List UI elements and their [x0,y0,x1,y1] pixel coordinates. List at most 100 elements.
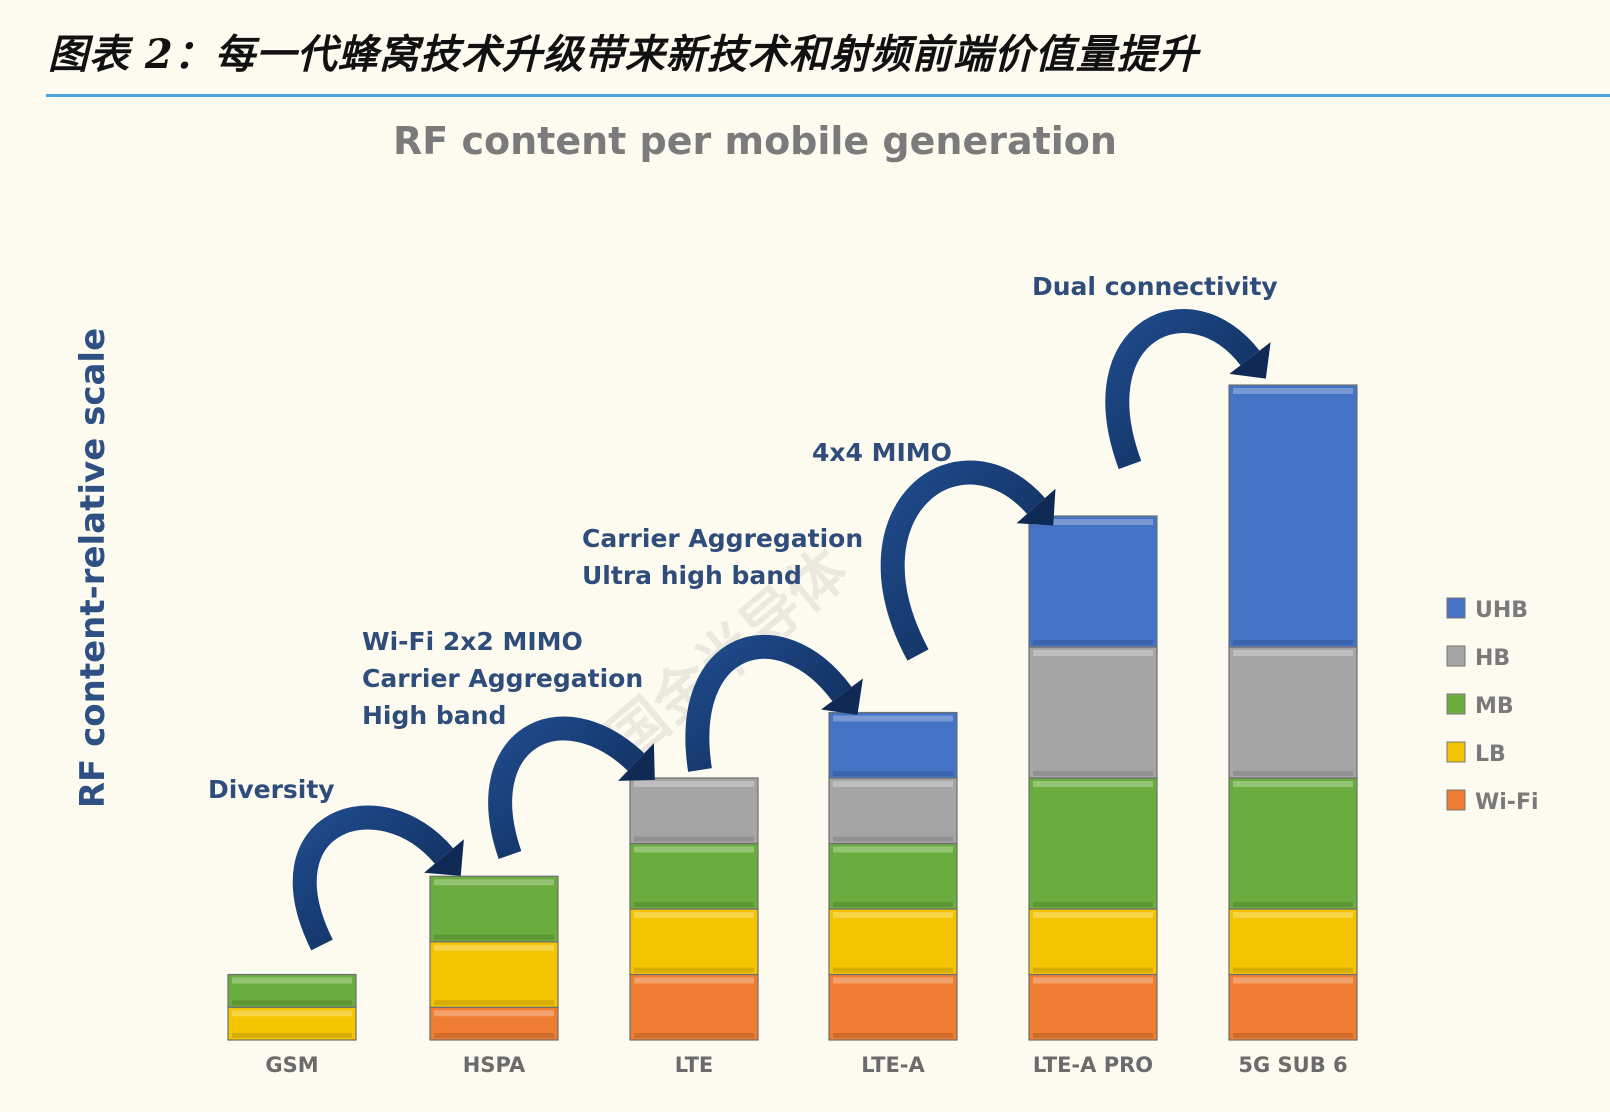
bar-lte-a-wi-fi [828,973,958,1041]
bar-lte-a-hb [828,777,958,845]
bar-highlight [1233,781,1353,787]
bar-highlight [634,846,754,853]
bar-shade [1233,1033,1353,1038]
bar-shade [232,1033,352,1038]
bar-lte-hb [629,777,759,845]
x-tick-label-5g-sub-6: 5G SUB 6 [1238,1053,1347,1077]
bar-highlight [1033,912,1153,918]
x-tick-label-gsm: GSM [265,1053,318,1077]
legend-swatch-wi-fi [1446,789,1466,811]
bar-lte-a-uhb [828,711,958,779]
annotation-2-line-3: High band [362,701,506,730]
legend-label-lb: LB [1475,742,1506,767]
x-tick-label-lte-a: LTE-A [861,1053,925,1077]
bar-highlight [1233,912,1353,918]
legend-label-mb: MB [1475,694,1514,719]
legend-swatch-hb [1446,645,1466,667]
generation-arrows [292,309,1271,951]
bar-highlight [434,879,554,886]
arrow-4-head [1016,488,1056,526]
legend-label-wi-fi: Wi-Fi [1475,790,1539,815]
bar-highlight [833,912,953,918]
bar-lte-a-pro-wi-fi [1028,973,1158,1041]
bar-shade [434,1033,554,1038]
bar-shade [1233,902,1353,907]
bar-highlight [1033,977,1153,984]
legend-swatch-uhb [1446,597,1466,619]
chart-title: RF content per mobile generation [393,119,1117,163]
x-tick-label-hspa: HSPA [463,1053,526,1077]
stacked-bars [227,384,1358,1041]
bar-shade [1033,771,1153,776]
annotation-1-line-1: Diversity [208,775,335,804]
bar-lte-a-pro-mb [1028,777,1158,910]
bar-highlight [1033,519,1153,525]
bar-5g-sub-6-mb [1228,777,1358,910]
bar-5g-sub-6-uhb [1228,384,1358,648]
bar-shade [1033,967,1153,973]
bar-shade [1233,640,1353,645]
bar-shade [634,836,754,842]
bar-gsm-mb [227,973,357,1008]
bar-shade [232,1000,352,1006]
bar-lte-a-mb [828,842,958,910]
bar-lte-lb [629,908,759,976]
arrow-5-head [1229,342,1271,379]
legend-swatch-lb [1446,741,1466,763]
bar-highlight [232,1010,352,1017]
bar-highlight [634,781,754,787]
bar-shade [833,902,953,907]
bar-shade [1033,1033,1153,1038]
bar-highlight [434,1010,554,1017]
legend-label-hb: HB [1475,646,1510,671]
bar-shade [833,967,953,973]
bar-highlight [1233,388,1353,394]
bar-lte-wi-fi [629,973,759,1041]
annotation-2-line-2: Carrier Aggregation [362,664,643,693]
bar-shade [833,1033,953,1038]
bar-shade [1233,967,1353,973]
legend-label-uhb: UHB [1475,598,1528,623]
bar-highlight [1233,977,1353,984]
bar-lte-a-pro-uhb [1028,515,1158,648]
bar-shade [833,771,953,776]
bar-shade [434,934,554,940]
bar-shade [634,967,754,973]
y-axis-label: RF content-relative scale [73,328,113,808]
bar-highlight [833,846,953,853]
arrow-1-head [424,839,464,876]
arrow-3-head [821,678,863,715]
bar-shade [833,836,953,842]
bar-highlight [1033,650,1153,656]
bar-highlight [833,781,953,787]
bar-highlight [634,977,754,984]
bar-lte-mb [629,842,759,910]
bar-highlight [1233,650,1353,656]
bar-hspa-lb [429,941,559,1008]
figure-title: 图表 2：每一代蜂窝技术升级带来新技术和射频前端价值量提升 [48,31,1199,78]
bar-shade [1233,771,1353,776]
title-divider [46,94,1610,97]
arrow-5-shaft [1105,309,1260,470]
arrow-4-shaft [880,460,1045,661]
bar-shade [434,1000,554,1006]
bar-5g-sub-6-lb [1228,908,1358,976]
bar-lte-a-lb [828,908,958,976]
annotation-4-line-1: 4x4 MIMO [812,438,952,467]
annotation-3-line-2: Ultra high band [582,561,802,590]
bar-highlight [833,715,953,722]
legend-swatch-mb [1446,693,1466,715]
annotation-5-line-1: Dual connectivity [1032,272,1278,301]
bar-shade [634,1033,754,1038]
bar-highlight [634,912,754,918]
annotations: Diversity Wi-Fi 2x2 MIMO Carrier Aggregati… [208,272,1278,804]
annotation-3-line-1: Carrier Aggregation [582,524,863,553]
arrow-2-head [618,743,655,781]
arrow-1-shaft [292,805,454,951]
annotation-2-line-1: Wi-Fi 2x2 MIMO [362,627,583,656]
legend: UHB HB MB LB Wi-Fi [1446,597,1539,815]
bar-5g-sub-6-hb [1228,646,1358,779]
bar-5g-sub-6-wi-fi [1228,973,1358,1041]
x-tick-label-lte-a-pro: LTE-A PRO [1033,1053,1153,1077]
